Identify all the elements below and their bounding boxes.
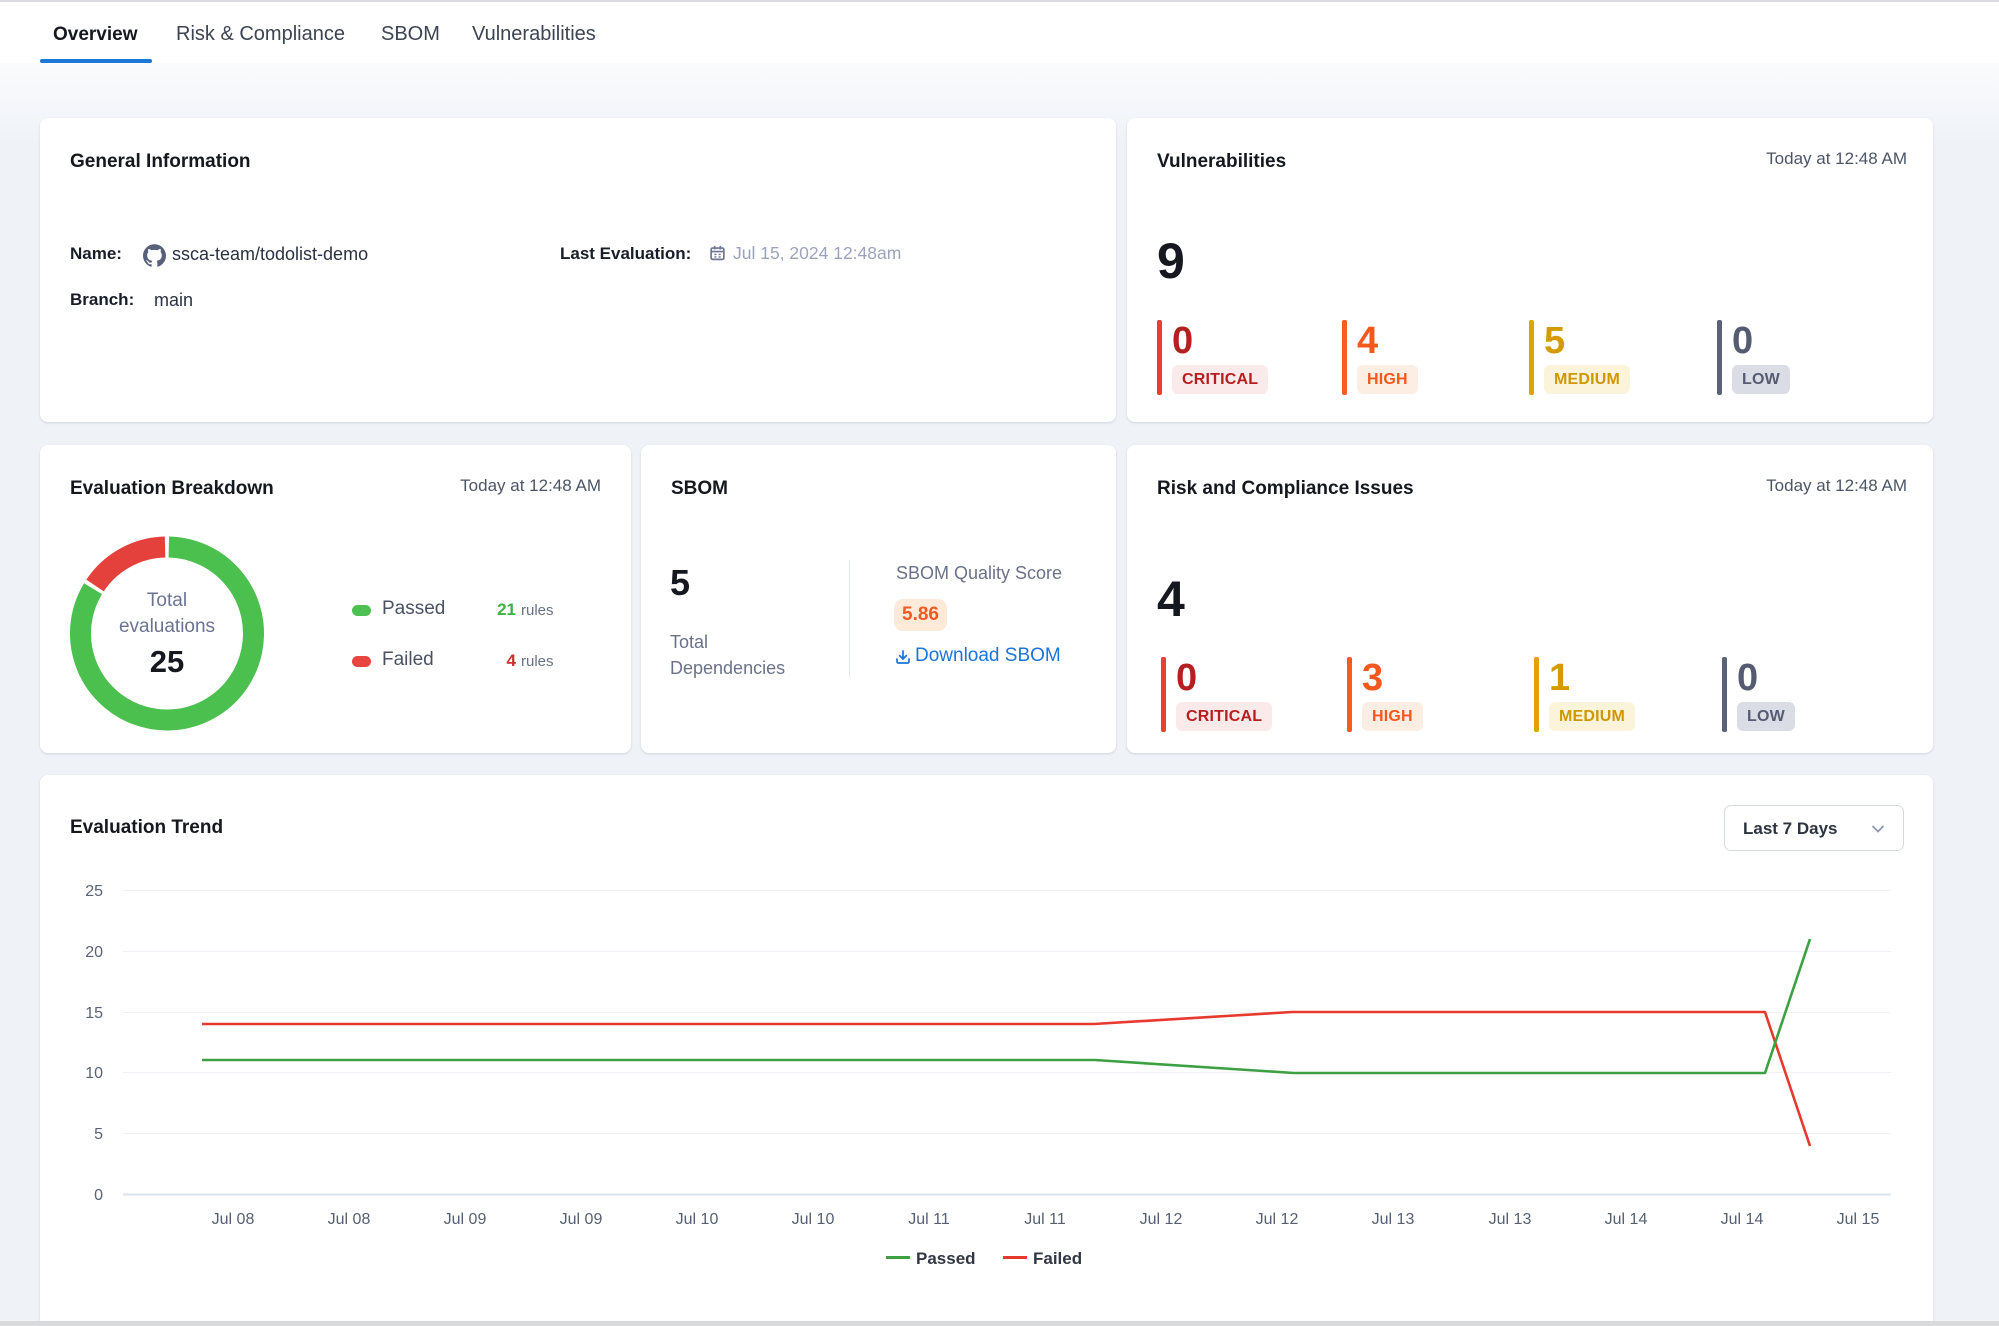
svg-text:20: 20 <box>85 944 103 961</box>
svg-text:15: 15 <box>85 1005 103 1022</box>
svg-text:Jul 11: Jul 11 <box>1024 1211 1066 1228</box>
svg-text:25: 25 <box>85 883 103 900</box>
svg-text:Jul 09: Jul 09 <box>560 1211 603 1228</box>
svg-text:Jul 08: Jul 08 <box>212 1211 255 1228</box>
svg-text:Jul 10: Jul 10 <box>676 1211 719 1228</box>
svg-text:Jul 12: Jul 12 <box>1140 1211 1183 1228</box>
svg-text:Jul 08: Jul 08 <box>328 1211 371 1228</box>
svg-text:Jul 14: Jul 14 <box>1605 1211 1648 1228</box>
svg-text:Jul 15: Jul 15 <box>1837 1211 1880 1228</box>
svg-text:Jul 13: Jul 13 <box>1372 1211 1415 1228</box>
svg-text:Jul 14: Jul 14 <box>1721 1211 1764 1228</box>
svg-text:Jul 11: Jul 11 <box>908 1211 950 1228</box>
svg-text:0: 0 <box>94 1187 103 1204</box>
svg-text:Jul 10: Jul 10 <box>792 1211 835 1228</box>
svg-text:Jul 09: Jul 09 <box>444 1211 487 1228</box>
svg-text:Jul 12: Jul 12 <box>1256 1211 1299 1228</box>
svg-text:5: 5 <box>94 1126 103 1143</box>
svg-text:10: 10 <box>85 1065 103 1082</box>
svg-text:Jul 13: Jul 13 <box>1489 1211 1532 1228</box>
